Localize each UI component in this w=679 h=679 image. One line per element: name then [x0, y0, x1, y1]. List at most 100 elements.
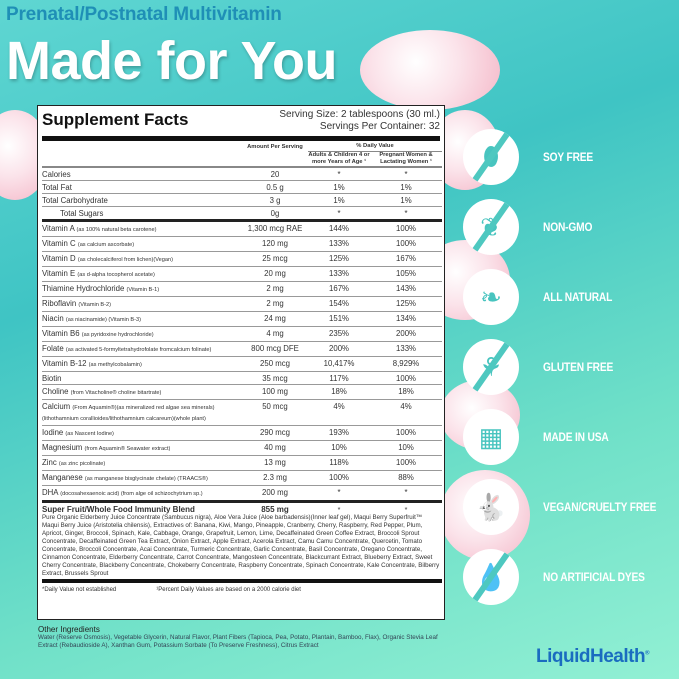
amount: 35 mcg: [242, 371, 308, 385]
amount: 120 mg: [242, 236, 308, 252]
table-row: Calories 20 * *: [42, 167, 442, 181]
badge-gluten-free: ⚘ GLUTEN FREE: [463, 339, 625, 395]
table-row: Riboflavin (Vitamin B-2) 2 mg 154% 125%: [42, 296, 442, 312]
amount: 290 mcg: [242, 425, 308, 441]
dv-pregnant: *: [404, 504, 408, 514]
logo-mark: ®: [645, 650, 649, 657]
table-row: Calcium (From Aquamin®)(as mineralized r…: [42, 399, 442, 426]
amount: 2 mg: [242, 296, 308, 312]
dv-adults: 10,417%: [308, 356, 370, 372]
dv-adults: 1%: [308, 193, 370, 207]
icon-glyph: 💧: [474, 561, 508, 592]
badge-made-in-usa: ▦ MADE IN USA: [463, 409, 620, 465]
amount: 13 mg: [242, 455, 308, 471]
footnote: *Daily Value not established: [42, 587, 117, 593]
table-row: Biotin 35 mcg 117% 100%: [42, 371, 442, 385]
nutrient-name: Calories: [42, 167, 242, 181]
nutrient-name: Zinc (as zinc picolinate): [42, 455, 242, 471]
dv-adults: 1%: [308, 180, 370, 194]
servings-per-container: Servings Per Container: 32: [319, 121, 440, 132]
table-row: Niacin (as niacinamide) (Vitamin B-3) 24…: [42, 311, 442, 327]
nutrient-name: Vitamin D (as cholecalciferol from liche…: [42, 251, 242, 267]
nutrient-name: Total Sugars: [42, 206, 242, 222]
name: Thiamine Hydrochloride: [42, 283, 125, 293]
dv-adults: 100%: [308, 470, 370, 486]
dv-adults: 10%: [308, 440, 370, 456]
nutrient-name: Niacin (as niacinamide) (Vitamin B-3): [42, 311, 242, 327]
wheat-crossed-icon: ⚘: [463, 339, 519, 395]
serving-size: Serving Size: 2 tablespoons (30 ml.): [279, 109, 440, 120]
dv-pregnant: 18%: [370, 384, 442, 400]
supplement-facts-panel: Supplement Facts Serving Size: 2 tablesp…: [37, 105, 445, 620]
badge-label: NO ARTIFICIAL DYES: [543, 570, 645, 584]
badge-no-artificial-dyes: 💧 NO ARTIFICIAL DYES: [463, 549, 663, 605]
name: Vitamin B6: [42, 328, 80, 338]
amount: 100 mg: [242, 384, 308, 400]
badge-label: GLUTEN FREE: [543, 360, 614, 374]
icon-glyph: ❦: [480, 211, 502, 242]
note: (as methylcobalamin): [88, 361, 142, 368]
amount: 50 mcg: [242, 399, 308, 426]
other-ingredients-text: Water (Reserve Osmosis), Vegetable Glyce…: [38, 634, 438, 649]
dv-pregnant: 200%: [370, 326, 442, 342]
brand-logo: LiquidHealth®: [536, 646, 649, 668]
serving-info: Serving Size: 2 tablespoons (30 ml.) Ser…: [279, 109, 440, 133]
table-row: Manganese (as manganese bisglycinate che…: [42, 470, 442, 486]
dv-adults: 117%: [308, 371, 370, 385]
name: Vitamin D: [42, 253, 76, 263]
name: Vitamin E: [42, 268, 76, 278]
footnotes: *Daily Value not established ¹Percent Dai…: [42, 581, 442, 597]
plant-crossed-icon: ❦: [463, 199, 519, 255]
icon-glyph: ❧: [480, 281, 502, 312]
dv-pregnant: 143%: [370, 281, 442, 297]
dv-adults: *: [308, 485, 370, 503]
name: Zinc: [42, 457, 57, 467]
cloud-decoration: [360, 30, 500, 110]
nutrient-name: Magnesium (from Aquamin® Seawater extrac…: [42, 440, 242, 456]
nutrient-name: Vitamin B-12 (as methylcobalamin): [42, 356, 242, 372]
amount: 25 mcg: [242, 251, 308, 267]
nutrient-name: Calcium (From Aquamin®)(as mineralized r…: [42, 399, 242, 426]
name: Total Fat: [42, 182, 72, 192]
note: (Vitamin B-2): [78, 301, 111, 308]
dv-adults: *: [337, 504, 341, 514]
amount: 800 mcg DFE: [242, 341, 308, 357]
name: Niacin: [42, 313, 64, 323]
nutrient-name: Manganese (as manganese bisglycinate che…: [42, 470, 242, 486]
dv-pregnant: *: [370, 206, 442, 222]
divider: [42, 136, 440, 141]
nutrient-name: Vitamin E (as d-alpha tocopherol acetate…: [42, 266, 242, 282]
note: (docosahexaenoic acid) (from alge oil sc…: [60, 490, 203, 497]
nutrient-name: Iodine (as Nascent Iodine): [42, 425, 242, 441]
amount: 3 g: [242, 193, 308, 207]
table-row: Zinc (as zinc picolinate) 13 mg 118% 100…: [42, 455, 442, 471]
dv-adults: *: [308, 206, 370, 222]
dv-pregnant: 4%: [370, 399, 442, 426]
dv-adults: 235%: [308, 326, 370, 342]
dv-pregnant: 88%: [370, 470, 442, 486]
badge-non-gmo: ❦ NON-GMO: [463, 199, 601, 255]
badge-label: NON-GMO: [543, 220, 593, 234]
name: Riboflavin: [42, 298, 77, 308]
badge-soy-free: ⬮ SOY FREE: [463, 129, 602, 185]
dv-pregnant: 105%: [370, 266, 442, 282]
note: (as 100% natural beta carotene): [76, 226, 157, 233]
dv-adults: 4%: [308, 399, 370, 426]
amount: 0g: [242, 206, 308, 222]
dv-adults: 167%: [308, 281, 370, 297]
name: Calcium: [42, 401, 71, 411]
facts-table: Amount Per Serving % Daily Value Adults …: [42, 142, 442, 597]
icon-glyph: ▦: [478, 421, 504, 452]
dv-adults: 118%: [308, 455, 370, 471]
note: (as pyridoxine hydrochloride): [81, 331, 154, 338]
table-row: Vitamin E (as d-alpha tocopherol acetate…: [42, 266, 442, 282]
amount: 1,300 mcg RAE: [242, 220, 308, 237]
note: (as d-alpha tocopherol acetate): [77, 271, 155, 278]
nutrient-name: Biotin: [42, 371, 242, 385]
table-row: Choline (from Vitacholine® choline bitar…: [42, 384, 442, 400]
nutrient-name: Choline (from Vitacholine® choline bitar…: [42, 384, 242, 400]
table-row: Vitamin B6 (as pyridoxine hydrochloride)…: [42, 326, 442, 342]
badge-label: SOY FREE: [543, 150, 594, 164]
name: Vitamin A: [42, 223, 75, 233]
col-pregnant: Pregnant Women & Lactating Women ¹: [379, 152, 433, 165]
